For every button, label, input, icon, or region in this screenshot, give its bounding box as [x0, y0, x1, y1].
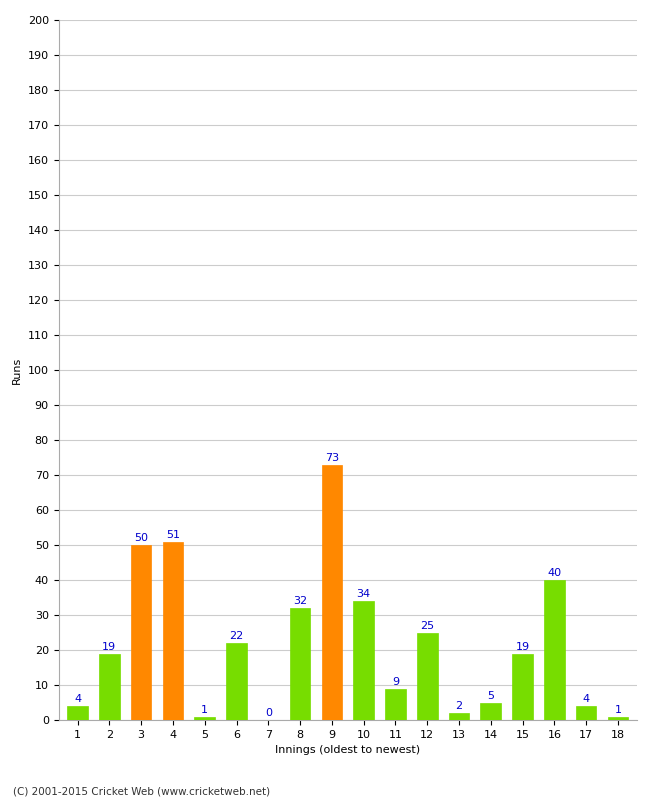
Bar: [67, 706, 88, 720]
Text: 19: 19: [515, 642, 530, 652]
Text: 1: 1: [202, 705, 208, 714]
Text: 4: 4: [582, 694, 590, 704]
Text: 19: 19: [102, 642, 116, 652]
Bar: [448, 713, 469, 720]
Bar: [162, 542, 183, 720]
Bar: [385, 689, 406, 720]
Text: 2: 2: [456, 702, 463, 711]
Text: 25: 25: [420, 621, 434, 630]
Bar: [512, 654, 533, 720]
Text: 0: 0: [265, 708, 272, 718]
Bar: [322, 465, 342, 720]
Text: 51: 51: [166, 530, 180, 540]
Bar: [544, 580, 565, 720]
Text: 32: 32: [293, 596, 307, 606]
Bar: [417, 633, 437, 720]
Text: (C) 2001-2015 Cricket Web (www.cricketweb.net): (C) 2001-2015 Cricket Web (www.cricketwe…: [13, 786, 270, 796]
Text: 4: 4: [74, 694, 81, 704]
Text: 5: 5: [488, 690, 494, 701]
Bar: [480, 702, 501, 720]
Text: 1: 1: [614, 705, 621, 714]
Bar: [576, 706, 597, 720]
Bar: [608, 717, 629, 720]
Bar: [290, 608, 311, 720]
Text: 9: 9: [392, 677, 399, 686]
X-axis label: Innings (oldest to newest): Innings (oldest to newest): [275, 746, 421, 755]
Text: 73: 73: [325, 453, 339, 462]
Y-axis label: Runs: Runs: [12, 356, 22, 384]
Bar: [354, 601, 374, 720]
Text: 40: 40: [547, 568, 562, 578]
Text: 34: 34: [357, 590, 370, 599]
Bar: [131, 545, 151, 720]
Bar: [226, 643, 247, 720]
Bar: [194, 717, 215, 720]
Text: 50: 50: [134, 534, 148, 543]
Text: 22: 22: [229, 631, 244, 642]
Bar: [99, 654, 120, 720]
